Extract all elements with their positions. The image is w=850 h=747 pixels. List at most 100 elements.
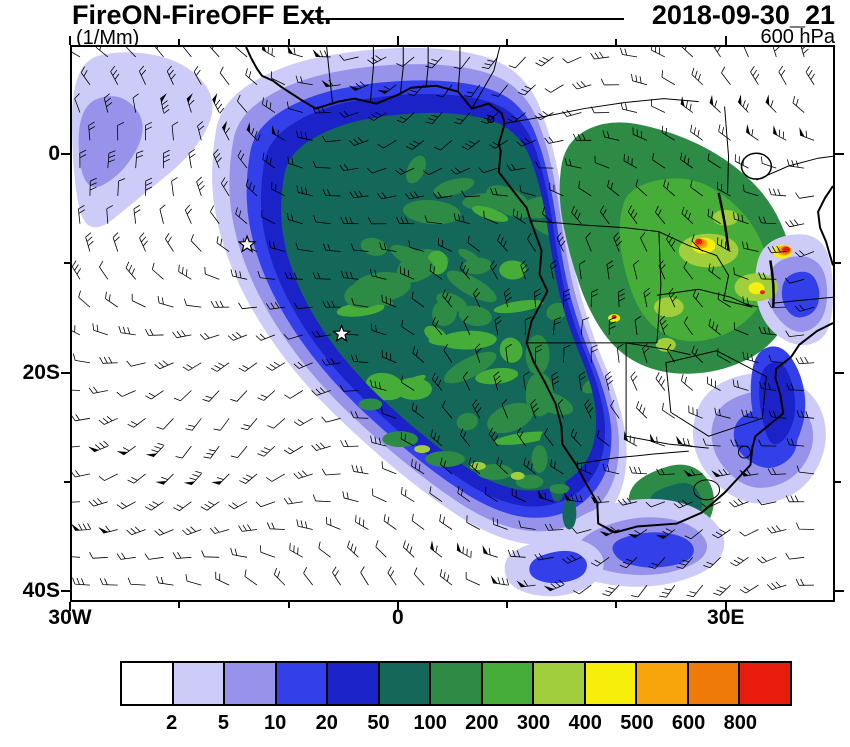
y-major-tick — [61, 153, 70, 156]
colorbar-labels: 2 5 10 20 50 100 200 300 400 500 600 800 — [120, 712, 792, 738]
extinction-maximum-level-5 — [549, 465, 566, 502]
x-axis-label: 0 — [392, 606, 404, 629]
x-minor-tick — [287, 39, 290, 45]
colorbar-cell-0 — [122, 663, 174, 704]
plume-texture-blob — [462, 257, 492, 275]
colorbar — [120, 661, 792, 706]
plume-texture-blob — [439, 330, 497, 350]
x-major-tick — [396, 602, 399, 611]
border-line — [756, 155, 833, 181]
y-minor-tick — [64, 480, 70, 483]
y-minor-tick — [64, 262, 70, 265]
colorbar-label: 800 — [723, 712, 757, 734]
field-blob — [612, 532, 694, 568]
colorbar-label: 50 — [367, 712, 390, 734]
east-africa-coastline — [817, 185, 833, 266]
extinction-field-layer — [72, 47, 833, 597]
x-minor-tick — [615, 602, 618, 608]
map-plot-area — [70, 45, 835, 602]
colorbar-label: 2 — [166, 712, 178, 734]
plume-texture-blob — [487, 402, 534, 434]
extinction-maximum-level-6 — [525, 334, 550, 375]
page-title: FireON-FireOFF Ext. — [72, 0, 332, 30]
x-axis-label: 30E — [707, 606, 745, 629]
extinction-maximum-level-6 — [382, 431, 419, 448]
border-line — [665, 350, 767, 437]
field-blob — [78, 96, 143, 188]
colorbar-cell-9 — [585, 663, 638, 704]
plume-texture-blob — [499, 337, 523, 363]
colorbar-label: 20 — [315, 712, 338, 734]
extinction-maximum-level-12 — [759, 290, 765, 295]
x-minor-tick — [506, 602, 509, 608]
border-line — [531, 220, 659, 233]
plume-texture-blob — [493, 299, 544, 314]
country-borders — [326, 47, 833, 501]
border-line — [471, 47, 501, 109]
colorbar-cell-4 — [328, 663, 380, 704]
plume-texture-blob — [446, 270, 497, 303]
extinction-maximum-level-12 — [695, 238, 703, 245]
plume-texture-blob — [458, 305, 492, 327]
extinction-maximum-level-6 — [476, 463, 513, 480]
x-minor-tick — [178, 39, 181, 45]
lesotho-border — [693, 479, 721, 501]
colorbar-cell-10 — [637, 663, 689, 704]
x-axis-label: 30W — [48, 606, 92, 629]
valid-datetime: 2018-09-30_21 — [651, 0, 835, 30]
x-major-tick — [69, 36, 71, 45]
colorbar-cell-8 — [534, 663, 586, 704]
border-line — [773, 296, 833, 304]
x-minor-tick — [178, 602, 181, 608]
wind-barbs-layer — [72, 47, 815, 598]
border-line — [369, 47, 374, 102]
colorbar-cell-11 — [688, 663, 741, 704]
colorbar-cell-6 — [431, 663, 483, 704]
colorbar-cell-7 — [482, 663, 535, 704]
plume-texture-blob — [486, 185, 532, 218]
extinction-maximum-level-6 — [549, 483, 570, 494]
plume-texture-blob — [493, 431, 552, 445]
plume-texture-blob — [475, 368, 519, 385]
border-line — [656, 231, 662, 343]
border-line — [326, 47, 334, 105]
colorbar-label: 10 — [263, 712, 287, 734]
y-minor-tick — [835, 262, 841, 265]
star-marker — [237, 234, 257, 253]
y-major-tick — [835, 153, 844, 156]
map-canvas — [72, 47, 833, 598]
extinction-maximum-level-8 — [510, 471, 525, 480]
x-major-tick — [724, 602, 727, 611]
plume-texture-blob — [471, 205, 509, 222]
colorbar-cell-5 — [379, 663, 432, 704]
lake-malawi — [769, 260, 775, 308]
y-axis-label: 20S — [22, 360, 60, 384]
plume-texture-blob — [433, 177, 475, 197]
border-line — [626, 342, 691, 356]
y-major-tick — [61, 371, 70, 374]
colorbar-label: 600 — [671, 712, 706, 734]
extinction-maximum-level-6 — [525, 372, 554, 417]
smoke-source-markers — [237, 234, 352, 343]
y-minor-tick — [835, 480, 841, 483]
extinction-maximum-level-8 — [712, 209, 739, 226]
colorbar-label: 100 — [413, 712, 447, 734]
border-line — [576, 450, 689, 465]
plume-texture-blob — [443, 351, 497, 384]
lake-tanganyika — [717, 192, 730, 251]
x-major-tick — [396, 36, 399, 45]
extinction-maximum-level-12 — [782, 246, 791, 253]
plume-texture-blob — [456, 412, 478, 431]
border-line — [658, 231, 753, 308]
extinction-maximum-level-6 — [425, 451, 465, 467]
x-minor-tick — [287, 602, 290, 608]
extinction-maximum-level-8 — [653, 297, 684, 318]
extinction-maximum-level-6 — [358, 398, 383, 411]
y-axis-label: 40S — [22, 579, 60, 603]
extinction-maximum-level-6 — [531, 445, 548, 473]
colorbar-label: 300 — [516, 712, 551, 734]
africa-coastline — [245, 47, 833, 534]
extinction-maximum-level-5 — [562, 497, 577, 530]
border-line — [656, 288, 753, 308]
